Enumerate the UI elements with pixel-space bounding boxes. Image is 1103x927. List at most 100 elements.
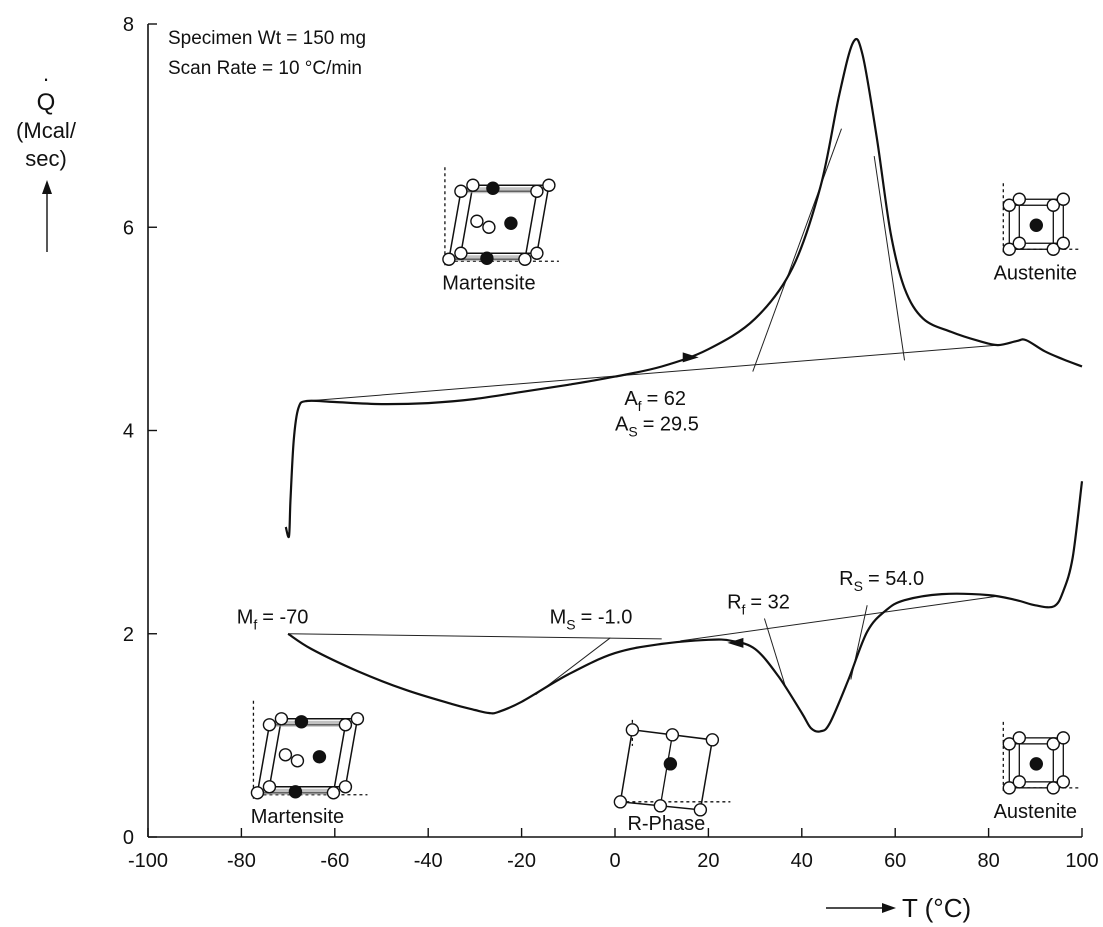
construction-lines: [288, 128, 999, 696]
phase-label: Austenite: [994, 262, 1077, 284]
atom: [1012, 731, 1026, 745]
atom: [1029, 757, 1044, 771]
atom: [274, 712, 289, 726]
atom: [613, 795, 628, 809]
atom: [466, 178, 480, 192]
atom: [625, 723, 640, 737]
atom: [312, 750, 327, 764]
arrow-group: [682, 352, 744, 648]
tick-group: -100 -80 -60 -40 -20 0 20 40 60 80 100 0 2 4 6 8: [123, 14, 1099, 872]
heating-curve: [284, 37, 1083, 539]
atom: [1046, 737, 1061, 751]
atom: [262, 780, 277, 794]
atom: [518, 252, 532, 266]
specimen-notes: Specimen Wt = 150 mg Scan Rate = 10 °C/m…: [168, 28, 366, 79]
atom: [653, 799, 668, 813]
crystal-inset-martensite: Martensite: [250, 700, 368, 828]
phase-label: R-Phase: [627, 813, 705, 835]
atom: [338, 718, 353, 732]
x-tick-label: 20: [697, 850, 719, 872]
atom: [262, 718, 277, 732]
y-tick-label: 4: [123, 421, 134, 443]
atom: [504, 216, 518, 230]
y-label-symbol: Q: [37, 89, 56, 116]
y-tick-label: 2: [123, 624, 134, 646]
atom: [530, 184, 544, 198]
atom: [1056, 775, 1071, 789]
phase-label: Martensite: [442, 272, 535, 294]
x-tick-label: 0: [609, 850, 620, 872]
x-label-suffix: ): [962, 893, 971, 923]
tangent-line: [873, 156, 906, 361]
atom: [350, 712, 365, 726]
atom: [338, 780, 353, 794]
atom: [288, 785, 303, 799]
x-tick-label: -100: [128, 850, 168, 872]
atom: [454, 184, 468, 198]
atom: [294, 715, 309, 729]
atom: [1012, 775, 1026, 789]
lattice-face: [1018, 198, 1064, 244]
x-tick-label: -80: [227, 850, 256, 872]
atom: [665, 728, 680, 742]
x-label-text: T (°C): [902, 893, 971, 923]
tangent-line: [752, 128, 842, 372]
atom: [442, 252, 456, 266]
x-label-arrow-head: [882, 903, 896, 913]
note-scan-rate: Scan Rate = 10 °C/min: [168, 58, 362, 79]
annotation-label: RS = 54.0: [839, 568, 924, 594]
x-tick-label: 100: [1065, 850, 1098, 872]
tangent-line: [680, 595, 999, 642]
x-tick-label: 60: [884, 850, 906, 872]
y-tick-label: 0: [123, 827, 134, 849]
annotation-label: MS = -1.0: [550, 607, 633, 633]
annotation-label: AS = 29.5: [615, 414, 699, 440]
atom: [1012, 236, 1026, 250]
atom: [1046, 242, 1061, 256]
note-specimen-weight: Specimen Wt = 150 mg: [168, 28, 366, 49]
crystal-inset-austenite: Austenite: [994, 183, 1082, 284]
atom: [480, 251, 494, 265]
y-axis-label: · Q (Mcal/ sec): [16, 66, 77, 252]
atom: [278, 748, 293, 762]
phase-inset-group: Martensite Austenite Martensite R-Phase Aust…: [250, 167, 1082, 835]
x-label-prefix: T (: [902, 893, 934, 923]
tangent-line: [763, 618, 786, 687]
y-label-dot: ·: [42, 66, 49, 91]
atom: [1046, 781, 1061, 795]
atom: [1029, 218, 1044, 232]
atom: [693, 803, 708, 817]
tangent-line: [306, 344, 998, 402]
cooling-curve: [287, 481, 1084, 733]
atom: [1002, 198, 1016, 212]
crystal-inset-martensite: Martensite: [442, 167, 559, 294]
x-tick-label: -60: [320, 850, 349, 872]
atom: [1056, 236, 1071, 250]
phase-label: Martensite: [251, 806, 344, 828]
lattice-shading: [466, 187, 537, 194]
lattice-shading: [275, 720, 346, 727]
atom: [663, 757, 678, 771]
atom: [1002, 242, 1016, 256]
atom: [1002, 737, 1016, 751]
atom: [1046, 198, 1061, 212]
x-tick-label: 80: [977, 850, 999, 872]
lattice-face: [1008, 743, 1054, 789]
lattice-face: [1008, 204, 1054, 250]
direction-arrow: [727, 637, 744, 648]
x-tick-label: -20: [507, 850, 536, 872]
lattice-face: [1018, 737, 1064, 783]
atom: [470, 214, 484, 228]
atom: [290, 754, 305, 768]
annotation-group: AS = 29.5Af = 62 Mf = -70 MS = -1.0 Rf = 32 RS = 5…: [237, 388, 924, 632]
crystal-inset-rphase: R-Phase: [613, 719, 731, 835]
atom: [454, 246, 468, 260]
crystal-inset-austenite: Austenite: [994, 721, 1082, 823]
atom: [482, 220, 496, 234]
tangent-line: [288, 633, 662, 640]
annotation-label: Rf = 32: [727, 591, 790, 617]
annotation-label: Mf = -70: [237, 607, 309, 633]
x-label-unit: °C: [933, 893, 962, 923]
curve-group: [284, 37, 1084, 733]
atom: [250, 786, 265, 800]
